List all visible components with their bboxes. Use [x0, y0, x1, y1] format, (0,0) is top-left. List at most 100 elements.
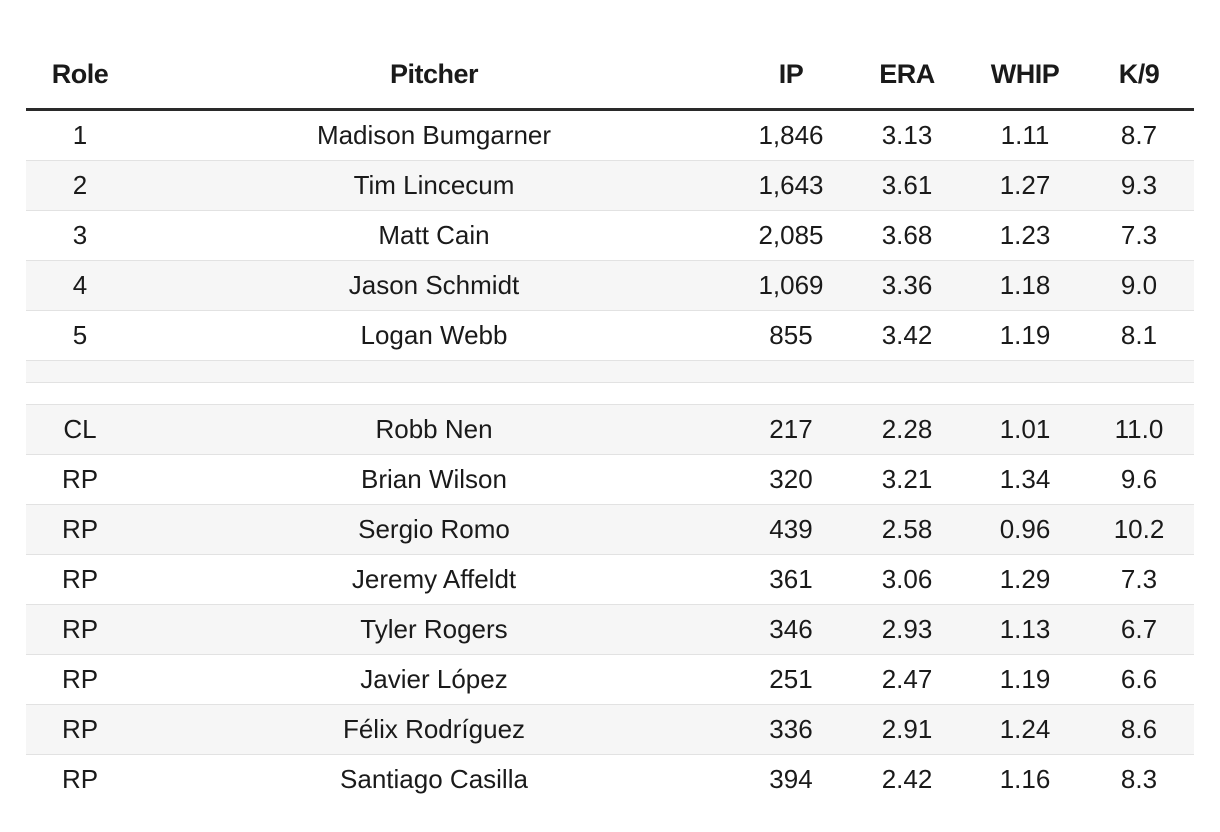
cell-ip: 855 [734, 310, 848, 361]
cell-k9: 7.3 [1084, 554, 1194, 605]
table-row: 5 Logan Webb 855 3.42 1.19 8.1 [26, 310, 1194, 361]
cell-ip: 1,069 [734, 260, 848, 311]
cell-role: 5 [26, 310, 134, 361]
cell-era: 2.28 [848, 404, 966, 455]
header-role[interactable]: Role [26, 40, 134, 111]
cell-k9: 8.1 [1084, 310, 1194, 361]
cell-pitcher: Tyler Rogers [134, 604, 734, 655]
spacer-row [26, 360, 1194, 383]
table-row: 2 Tim Lincecum 1,643 3.61 1.27 9.3 [26, 160, 1194, 211]
cell-era: 2.42 [848, 754, 966, 804]
cell-ip: 251 [734, 654, 848, 705]
table-row: RP Brian Wilson 320 3.21 1.34 9.6 [26, 454, 1194, 505]
header-k9[interactable]: K/9 [1084, 40, 1194, 111]
cell-k9: 7.3 [1084, 210, 1194, 261]
header-pitcher[interactable]: Pitcher [134, 40, 734, 111]
cell-k9: 9.0 [1084, 260, 1194, 311]
cell-pitcher: Jeremy Affeldt [134, 554, 734, 605]
cell-role: 4 [26, 260, 134, 311]
cell-era: 3.06 [848, 554, 966, 605]
cell-k9: 6.7 [1084, 604, 1194, 655]
cell-whip: 1.19 [966, 310, 1084, 361]
cell-role: RP [26, 754, 134, 804]
cell-role: 2 [26, 160, 134, 211]
pitching-staff-table: Role Pitcher IP ERA WHIP K/9 1 Madison B… [26, 40, 1194, 804]
cell-era: 3.36 [848, 260, 966, 311]
cell-ip: 1,643 [734, 160, 848, 211]
table-row: RP Félix Rodríguez 336 2.91 1.24 8.6 [26, 704, 1194, 755]
cell-whip: 1.01 [966, 404, 1084, 455]
table-body: 1 Madison Bumgarner 1,846 3.13 1.11 8.7 … [26, 109, 1194, 804]
cell-whip: 1.34 [966, 454, 1084, 505]
cell-ip: 1,846 [734, 109, 848, 161]
cell-k9: 9.3 [1084, 160, 1194, 211]
cell-whip: 1.18 [966, 260, 1084, 311]
table-row: RP Jeremy Affeldt 361 3.06 1.29 7.3 [26, 554, 1194, 605]
table-header: Role Pitcher IP ERA WHIP K/9 [26, 40, 1194, 111]
cell-pitcher: Tim Lincecum [134, 160, 734, 211]
cell-role: RP [26, 604, 134, 655]
cell-pitcher: Matt Cain [134, 210, 734, 261]
cell-pitcher: Brian Wilson [134, 454, 734, 505]
table-row: 4 Jason Schmidt 1,069 3.36 1.18 9.0 [26, 260, 1194, 311]
cell-era: 3.13 [848, 109, 966, 161]
cell-role: RP [26, 504, 134, 555]
table-row: RP Javier López 251 2.47 1.19 6.6 [26, 654, 1194, 705]
table-row: RP Tyler Rogers 346 2.93 1.13 6.7 [26, 604, 1194, 655]
header-row: Role Pitcher IP ERA WHIP K/9 [26, 40, 1194, 111]
cell-ip: 361 [734, 554, 848, 605]
cell-pitcher: Robb Nen [134, 404, 734, 455]
cell-role: RP [26, 704, 134, 755]
spacer-cell [26, 360, 1194, 383]
table-row: CL Robb Nen 217 2.28 1.01 11.0 [26, 404, 1194, 455]
cell-whip: 1.29 [966, 554, 1084, 605]
cell-ip: 217 [734, 404, 848, 455]
cell-whip: 1.27 [966, 160, 1084, 211]
cell-ip: 2,085 [734, 210, 848, 261]
cell-pitcher: Javier López [134, 654, 734, 705]
cell-whip: 1.23 [966, 210, 1084, 261]
cell-pitcher: Sergio Romo [134, 504, 734, 555]
cell-era: 2.93 [848, 604, 966, 655]
cell-era: 3.21 [848, 454, 966, 505]
cell-ip: 394 [734, 754, 848, 804]
spacer-cell [26, 382, 1194, 405]
header-ip[interactable]: IP [734, 40, 848, 111]
spacer-row [26, 382, 1194, 405]
cell-k9: 8.3 [1084, 754, 1194, 804]
cell-role: 1 [26, 109, 134, 161]
cell-role: RP [26, 554, 134, 605]
cell-k9: 9.6 [1084, 454, 1194, 505]
cell-pitcher: Félix Rodríguez [134, 704, 734, 755]
cell-k9: 6.6 [1084, 654, 1194, 705]
cell-k9: 10.2 [1084, 504, 1194, 555]
cell-k9: 11.0 [1084, 404, 1194, 455]
cell-role: CL [26, 404, 134, 455]
cell-role: RP [26, 454, 134, 505]
cell-era: 2.91 [848, 704, 966, 755]
cell-era: 2.58 [848, 504, 966, 555]
cell-pitcher: Madison Bumgarner [134, 109, 734, 161]
cell-ip: 439 [734, 504, 848, 555]
cell-era: 3.42 [848, 310, 966, 361]
cell-era: 3.68 [848, 210, 966, 261]
cell-ip: 320 [734, 454, 848, 505]
table-row: RP Sergio Romo 439 2.58 0.96 10.2 [26, 504, 1194, 555]
cell-whip: 0.96 [966, 504, 1084, 555]
cell-k9: 8.7 [1084, 109, 1194, 161]
cell-k9: 8.6 [1084, 704, 1194, 755]
cell-whip: 1.13 [966, 604, 1084, 655]
cell-ip: 336 [734, 704, 848, 755]
cell-pitcher: Logan Webb [134, 310, 734, 361]
cell-era: 3.61 [848, 160, 966, 211]
table-row: 1 Madison Bumgarner 1,846 3.13 1.11 8.7 [26, 109, 1194, 161]
table-row: RP Santiago Casilla 394 2.42 1.16 8.3 [26, 754, 1194, 804]
cell-whip: 1.19 [966, 654, 1084, 705]
cell-role: RP [26, 654, 134, 705]
table-row: 3 Matt Cain 2,085 3.68 1.23 7.3 [26, 210, 1194, 261]
header-whip[interactable]: WHIP [966, 40, 1084, 111]
cell-pitcher: Jason Schmidt [134, 260, 734, 311]
cell-role: 3 [26, 210, 134, 261]
cell-era: 2.47 [848, 654, 966, 705]
header-era[interactable]: ERA [848, 40, 966, 111]
